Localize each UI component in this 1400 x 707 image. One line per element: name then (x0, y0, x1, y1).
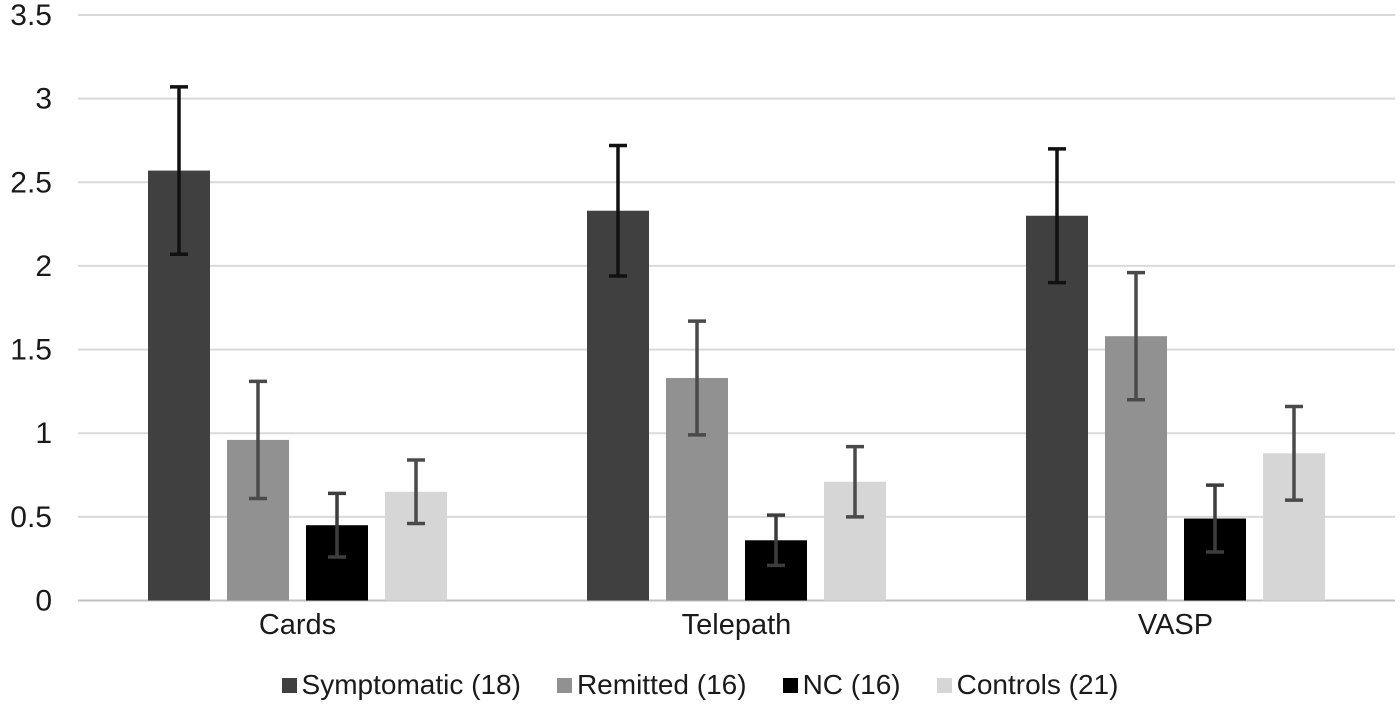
error-bar (1127, 270, 1145, 402)
y-tick-label: 1 (35, 417, 52, 450)
error-bar (688, 319, 706, 437)
error-bar (407, 458, 425, 526)
y-tick-label: 3.5 (10, 0, 52, 32)
legend-swatch-symptomatic-18 (281, 677, 297, 693)
error-bar (1285, 404, 1303, 502)
y-tick-label: 3 (35, 83, 52, 116)
y-tick-label: 2 (35, 250, 52, 283)
error-bar (170, 85, 188, 256)
x-axis-label: Cards (259, 609, 336, 641)
legend-item-remitted-16: Remitted (16) (556, 669, 747, 701)
legend-label-nc-16: NC (16) (802, 669, 901, 700)
legend-label-remitted-16: Remitted (16) (576, 669, 747, 700)
chart-legend: Symptomatic (18) Remitted (16) NC (16) Cont… (0, 668, 1400, 702)
x-axis-label: Telepath (682, 609, 792, 641)
legend-swatch-nc-16 (782, 677, 798, 693)
y-tick-label: 0.5 (10, 501, 52, 534)
legend-swatch-controls-21 (936, 677, 952, 693)
y-tick-label: 1.5 (10, 334, 52, 367)
legend-item-nc-16: NC (16) (782, 669, 901, 701)
legend-label-controls-21: Controls (21) (956, 669, 1119, 700)
error-bar (609, 143, 627, 278)
legend-swatch-remitted-16 (556, 677, 572, 693)
y-tick-label: 0 (35, 585, 52, 618)
y-tick-label: 2.5 (10, 166, 52, 199)
error-bar (328, 491, 346, 559)
legend-item-controls-21: Controls (21) (936, 669, 1119, 701)
error-bar (1206, 483, 1224, 554)
x-axis-label: VASP (1138, 609, 1213, 641)
legend-label-symptomatic-18: Symptomatic (18) (301, 669, 521, 700)
error-bar (1048, 147, 1066, 285)
error-bar (249, 379, 267, 501)
legend-item-symptomatic-18: Symptomatic (18) (281, 669, 521, 701)
error-bar (846, 444, 864, 519)
error-bar (767, 513, 785, 568)
